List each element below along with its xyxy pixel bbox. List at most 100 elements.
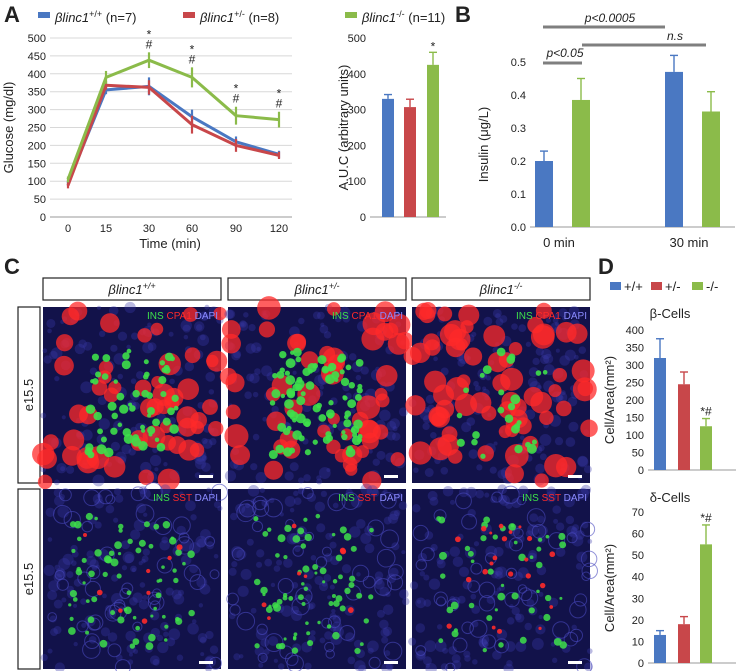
ins-cell	[92, 378, 99, 385]
ins-cell	[116, 573, 122, 579]
micrograph: INS SST DAPI	[40, 482, 228, 671]
dapi-nucleus	[165, 587, 174, 596]
ins-cell	[511, 424, 520, 434]
cpa1-cluster	[63, 429, 85, 451]
dapi-nucleus	[332, 614, 342, 624]
ins-cell	[451, 630, 459, 638]
dapi-nucleus	[440, 466, 449, 475]
ins-cell	[332, 423, 337, 429]
dapi-nucleus	[398, 407, 408, 417]
ins-cell	[68, 603, 72, 607]
ins-cell	[284, 524, 292, 533]
ins-cell	[482, 365, 492, 375]
ins-cell	[498, 642, 504, 648]
tissue-structure	[156, 557, 173, 574]
ins-cell	[339, 369, 345, 375]
dapi-nucleus	[518, 324, 527, 333]
dapi-nucleus	[419, 571, 426, 577]
dapi-nucleus	[197, 334, 210, 346]
dapi-nucleus	[206, 487, 211, 492]
dapi-nucleus	[436, 559, 446, 569]
dapi-nucleus	[449, 546, 461, 557]
dapi-nucleus	[511, 497, 522, 509]
dapi-nucleus	[494, 571, 503, 580]
scale-bar	[199, 661, 213, 664]
dapi-nucleus	[247, 484, 260, 497]
tissue-structure	[383, 641, 403, 661]
y-tick-label: 500	[28, 33, 46, 45]
dapi-nucleus	[284, 496, 296, 507]
panel-d-letter: D	[598, 254, 614, 279]
tissue-structure	[81, 520, 94, 533]
bar	[404, 107, 416, 217]
dapi-nucleus	[53, 626, 62, 635]
dapi-nucleus	[117, 373, 124, 380]
ins-cell	[169, 424, 179, 434]
ins-cell	[483, 516, 491, 524]
ins-cell	[325, 376, 331, 382]
stain-label: INS SST DAPI	[338, 493, 403, 504]
dapi-nucleus	[184, 361, 195, 372]
ins-cell	[291, 647, 299, 654]
ins-cell	[127, 538, 133, 545]
dapi-nucleus	[428, 578, 441, 590]
tissue-structure	[105, 494, 116, 505]
dapi-nucleus	[53, 488, 63, 497]
y-tick-label: 70	[632, 507, 644, 519]
dapi-nucleus	[356, 572, 361, 577]
dapi-nucleus	[139, 582, 146, 588]
micrograph-background	[43, 489, 221, 669]
dapi-nucleus	[177, 589, 185, 596]
dapi-nucleus	[61, 597, 67, 603]
genotype-header: βlinc1+/+	[107, 281, 155, 297]
ins-cell	[356, 387, 363, 394]
ins-cell	[268, 449, 278, 460]
dapi-nucleus	[565, 515, 575, 525]
dapi-nucleus	[209, 645, 219, 654]
ins-cell	[147, 426, 156, 435]
dapi-nucleus	[197, 633, 208, 643]
ins-cell	[558, 532, 566, 540]
ins-cell	[94, 516, 98, 521]
dapi-nucleus	[519, 435, 525, 440]
ins-cell	[536, 546, 542, 552]
series-line	[66, 58, 280, 180]
dapi-nucleus	[423, 406, 430, 413]
tissue-structure	[251, 520, 264, 533]
ins-cell	[153, 523, 160, 530]
y-tick-label: 50	[632, 550, 644, 562]
dapi-nucleus	[159, 484, 171, 496]
dapi-nucleus	[43, 355, 52, 364]
dapi-nucleus	[555, 522, 565, 531]
dapi-nucleus	[42, 348, 48, 354]
ins-cell	[304, 533, 312, 542]
tissue-structure	[412, 524, 429, 542]
ins-cell	[536, 589, 540, 594]
ins-cell	[338, 574, 343, 580]
ins-cell	[531, 439, 538, 445]
dapi-nucleus	[435, 640, 447, 652]
dapi-nucleus	[564, 349, 576, 361]
tissue-structure	[321, 617, 333, 629]
cpa1-cluster	[409, 342, 431, 364]
y-tick-label: 50	[34, 194, 46, 206]
ins-cell	[147, 407, 155, 415]
tissue-structure	[415, 559, 427, 571]
sst-cell	[501, 536, 508, 542]
dapi-nucleus	[562, 315, 567, 321]
ins-cell	[307, 640, 311, 644]
significance-mark: *#	[700, 405, 712, 419]
dapi-nucleus	[298, 317, 305, 325]
ins-cell	[519, 636, 527, 644]
dapi-nucleus	[252, 391, 259, 398]
y-tick-label: 100	[348, 176, 366, 188]
dapi-nucleus	[142, 342, 154, 354]
dapi-nucleus	[270, 582, 276, 588]
dapi-nucleus	[535, 347, 544, 356]
dapi-nucleus	[437, 624, 443, 630]
cpa1-cluster	[37, 474, 53, 490]
ins-cell	[95, 371, 102, 378]
dapi-nucleus	[173, 593, 185, 605]
sst-cell	[491, 625, 496, 630]
ins-cell	[319, 567, 327, 575]
